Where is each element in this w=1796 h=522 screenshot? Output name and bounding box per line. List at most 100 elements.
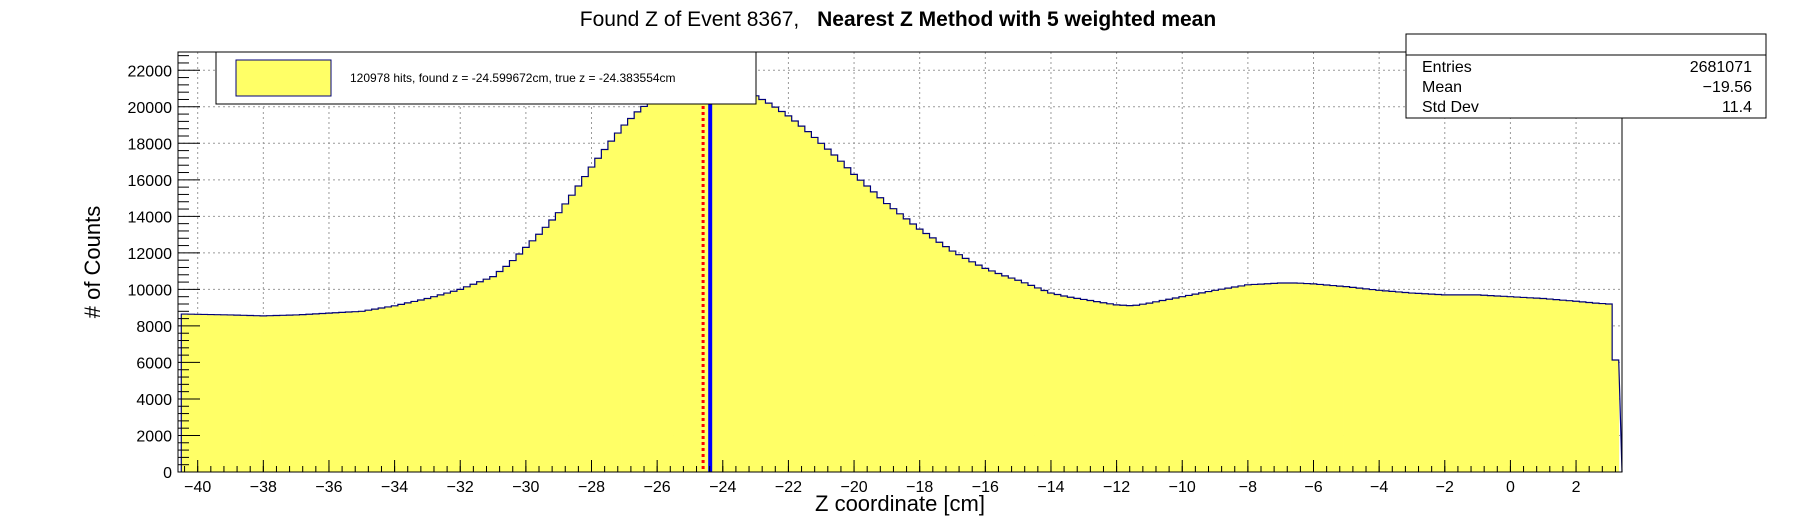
histogram-bin [246,315,254,472]
histogram-bin [575,186,583,472]
histogram-bin [732,87,740,472]
histogram-bin [1408,293,1416,472]
histogram-bin [1369,289,1377,472]
histogram-bin [548,220,556,472]
histogram-bin [1067,297,1075,472]
histogram-bin [988,270,996,472]
histogram-bin [1356,288,1364,472]
histogram-bin [273,315,281,472]
histogram-bin [1034,287,1042,472]
y-tick-label: 20000 [128,100,173,117]
histogram-bin [726,86,734,472]
histogram-bin [292,314,300,472]
histogram-bin [371,309,379,472]
histogram-bin [1382,290,1390,472]
histogram-bin [1159,300,1167,472]
histogram-bin [1507,296,1515,472]
histogram-bin [489,276,497,472]
histogram-bin [1008,278,1016,472]
histogram-bin [1027,285,1035,472]
histogram-bin [220,314,228,472]
histogram-bin [1329,285,1337,472]
histogram-bin [456,289,464,472]
histogram-bin [581,176,589,473]
histogram-bin [1349,287,1357,472]
histogram-bin [384,306,392,472]
histogram-bin [588,167,596,473]
histogram-bin [712,84,720,472]
y-tick-label: 4000 [136,392,172,409]
histogram-bin [1021,282,1029,472]
histogram-bin [995,273,1003,472]
x-tick-label: −38 [250,479,277,496]
histogram-bin [1014,280,1022,472]
x-tick-label: −22 [775,479,802,496]
y-tick-label: 12000 [128,246,173,263]
x-tick-label: −6 [1304,479,1322,496]
y-tick-label: 6000 [136,355,172,372]
histogram-bin [365,310,373,472]
histogram-bin [555,212,563,472]
histogram-bin [1310,283,1318,472]
histogram-bin [1119,305,1127,472]
histogram-bin [312,313,320,472]
histogram-bin [699,84,707,473]
histogram-bin [516,253,523,472]
histogram-bin [1244,284,1252,472]
histogram-bin [1579,301,1587,472]
histogram-bin [1251,284,1259,472]
histogram-bin [922,233,930,472]
histogram-bin [1316,284,1324,472]
histogram-bin [850,174,858,472]
stats-std-label: Std Dev [1422,99,1479,116]
y-tick-label: 16000 [128,173,173,190]
histogram-bin [1185,295,1193,472]
y-tick-label: 8000 [136,319,172,336]
histogram-bin [883,203,891,472]
histogram-bin [634,111,642,473]
histogram-bin [351,311,359,472]
histogram-bin [640,106,648,473]
histogram-bin [1474,294,1482,472]
histogram-bin [1454,294,1462,472]
histogram-bin [332,312,340,472]
histogram-bin [463,286,471,472]
histogram-bin [535,234,543,472]
histogram-bin [424,298,432,472]
histogram-bin [653,97,661,473]
histogram-bin [1585,302,1593,472]
histogram-bin [621,125,629,472]
histogram-bin [1303,283,1311,472]
histogram-bin [942,246,950,472]
histogram-bin [1559,300,1567,472]
histogram-bin [1297,283,1305,472]
stats-box-frame [1405,33,1767,119]
histogram-bin [253,315,261,472]
x-tick-label: −10 [1169,479,1196,496]
histogram-bin [430,296,438,472]
histogram-bin [1500,296,1508,472]
histogram-bin [785,115,793,472]
x-tick-label: −2 [1436,479,1454,496]
axes: −40 −38 −36 −34 −32 −30 −28 −26 −24 −22 −20 −18 −16−… [128,55,1616,496]
histogram-bin [411,301,418,472]
histogram-bin [765,103,773,472]
histogram-bin [1047,293,1055,472]
x-tick-label: −20 [840,479,867,496]
histogram-bin [319,313,327,472]
histogram-bin [1395,291,1403,472]
plot-border [177,51,1623,473]
histogram-bin [1566,300,1574,472]
histogram-bin [1487,295,1495,472]
x-tick-label: −16 [972,479,999,496]
histogram-bin [437,294,445,472]
histogram-bin [1218,289,1226,472]
histogram-bin [200,314,208,472]
histogram-bin [1106,303,1114,472]
histogram-bin [666,91,674,472]
y-tick-label: 14000 [128,209,173,226]
x-tick-label: 0 [1506,479,1515,496]
histogram-bin [1139,304,1147,472]
histogram-bin [890,208,898,472]
histogram-bin [1415,293,1423,472]
